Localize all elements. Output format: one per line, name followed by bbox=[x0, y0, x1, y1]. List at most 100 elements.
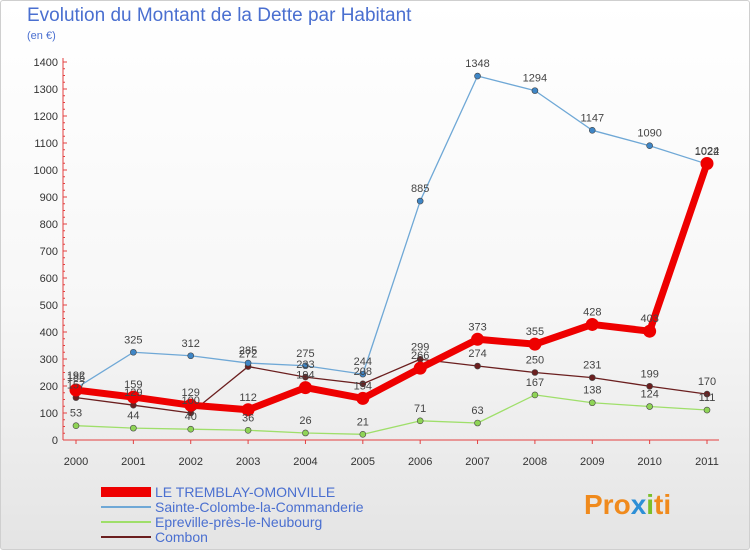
x-tick-label: 2006 bbox=[408, 456, 432, 468]
data-point-epreville-pres-le-neubourg bbox=[244, 426, 252, 434]
x-tick-label: 2008 bbox=[523, 456, 547, 468]
data-label-sainte-colombe-la-commanderie: 325 bbox=[124, 334, 142, 346]
data-label-combon: 250 bbox=[526, 355, 544, 367]
data-label-epreville-pres-le-neubourg: 111 bbox=[699, 392, 716, 404]
data-label-le-tremblay-omonville: 428 bbox=[583, 306, 601, 318]
data-label-epreville-pres-le-neubourg: 63 bbox=[471, 405, 483, 417]
y-tick-label: 700 bbox=[40, 246, 58, 258]
data-label-sainte-colombe-la-commanderie: 312 bbox=[182, 338, 200, 350]
legend-label-epreville: Epreville-près-le-Neubourg bbox=[155, 514, 323, 530]
legend-swatch-tremblay bbox=[101, 487, 151, 497]
data-label-sainte-colombe-la-commanderie: 1348 bbox=[465, 58, 489, 70]
legend-item-combon: Combon bbox=[101, 530, 461, 545]
data-point-sainte-colombe-la-commanderie bbox=[359, 370, 367, 378]
data-label-epreville-pres-le-neubourg: 167 bbox=[526, 377, 544, 389]
data-point-combon bbox=[646, 382, 653, 390]
x-tick-label: 2004 bbox=[293, 456, 317, 468]
data-label-combon: 100 bbox=[182, 395, 200, 407]
data-point-le-tremblay-omonville bbox=[126, 390, 140, 404]
data-label-combon: 199 bbox=[640, 368, 658, 380]
legend-swatch-epreville bbox=[101, 521, 151, 523]
data-label-le-tremblay-omonville: 194 bbox=[296, 370, 314, 382]
data-label-sainte-colombe-la-commanderie: 1090 bbox=[637, 128, 661, 140]
series-line-combon bbox=[75, 358, 708, 414]
data-label-combon: 170 bbox=[698, 376, 716, 388]
data-point-epreville-pres-le-neubourg bbox=[646, 403, 653, 410]
data-label-epreville-pres-le-neubourg: 26 bbox=[299, 415, 311, 427]
data-label-epreville-pres-le-neubourg: 53 bbox=[70, 408, 82, 420]
logo-part-pro: Pro bbox=[584, 489, 631, 520]
data-point-le-tremblay-omonville bbox=[585, 317, 599, 331]
data-point-sainte-colombe-la-commanderie bbox=[244, 359, 252, 367]
data-point-sainte-colombe-la-commanderie bbox=[302, 362, 309, 370]
data-label-sainte-colombe-la-commanderie: 1147 bbox=[580, 112, 604, 124]
x-tick-label: 2009 bbox=[580, 456, 604, 468]
x-tick-label: 2000 bbox=[64, 456, 88, 468]
data-point-sainte-colombe-la-commanderie bbox=[187, 352, 195, 360]
data-point-sainte-colombe-la-commanderie bbox=[130, 348, 137, 356]
data-point-combon bbox=[302, 373, 309, 381]
logo-part-i: i bbox=[646, 489, 655, 520]
data-label-combon: 233 bbox=[296, 359, 314, 371]
data-label-combon: 274 bbox=[468, 348, 486, 360]
legend-swatch-sainte-colombe bbox=[101, 506, 151, 508]
y-tick-label: 100 bbox=[40, 408, 58, 420]
series-line-sainte-colombe-la-commanderie bbox=[75, 75, 708, 389]
data-point-le-tremblay-omonville bbox=[298, 381, 312, 395]
y-tick-label: 1100 bbox=[34, 138, 58, 150]
data-point-combon bbox=[703, 390, 711, 398]
data-label-epreville-pres-le-neubourg: 40 bbox=[185, 411, 197, 423]
series-line-epreville-pres-le-neubourg bbox=[75, 394, 708, 435]
x-tick-label: 2002 bbox=[178, 456, 202, 468]
data-label-le-tremblay-omonville: 129 bbox=[182, 387, 200, 399]
data-point-epreville-pres-le-neubourg bbox=[588, 399, 596, 407]
data-point-sainte-colombe-la-commanderie bbox=[646, 142, 653, 149]
y-tick-label: 500 bbox=[40, 300, 58, 312]
data-label-combon: 231 bbox=[583, 360, 601, 372]
data-point-epreville-pres-le-neubourg bbox=[187, 425, 195, 433]
data-point-le-tremblay-omonville bbox=[528, 337, 542, 351]
data-point-sainte-colombe-la-commanderie bbox=[531, 87, 539, 94]
data-label-sainte-colombe-la-commanderie: 885 bbox=[411, 183, 429, 195]
data-label-le-tremblay-omonville: 185 bbox=[67, 372, 85, 384]
y-tick-label: 800 bbox=[40, 219, 58, 231]
data-label-le-tremblay-omonville: 159 bbox=[124, 379, 142, 391]
x-tick-label: 2011 bbox=[695, 456, 719, 468]
x-tick-label: 2001 bbox=[121, 456, 145, 468]
legend-label-combon: Combon bbox=[155, 529, 208, 545]
data-point-combon bbox=[531, 369, 539, 376]
data-label-combon: 208 bbox=[354, 366, 372, 378]
data-point-le-tremblay-omonville bbox=[356, 391, 370, 405]
data-point-le-tremblay-omonville bbox=[241, 403, 255, 417]
data-label-le-tremblay-omonville: 154 bbox=[354, 380, 372, 392]
data-point-epreville-pres-le-neubourg bbox=[130, 424, 137, 432]
x-tick-label: 2005 bbox=[351, 456, 375, 468]
data-point-combon bbox=[588, 374, 596, 381]
data-point-epreville-pres-le-neubourg bbox=[359, 431, 367, 438]
data-point-sainte-colombe-la-commanderie bbox=[588, 127, 596, 134]
series-line-le-tremblay-omonville bbox=[72, 160, 711, 414]
data-label-le-tremblay-omonville: 266 bbox=[411, 350, 429, 362]
x-tick-label: 2003 bbox=[236, 456, 260, 468]
data-label-combon: 157 bbox=[67, 380, 85, 392]
legend-item-epreville: Epreville-près-le-Neubourg bbox=[101, 515, 461, 530]
data-label-le-tremblay-omonville: 355 bbox=[526, 326, 544, 338]
data-label-epreville-pres-le-neubourg: 44 bbox=[127, 410, 139, 422]
data-point-epreville-pres-le-neubourg bbox=[531, 391, 539, 399]
y-tick-label: 200 bbox=[40, 381, 58, 393]
data-label-epreville-pres-le-neubourg: 36 bbox=[242, 412, 254, 424]
legend-swatch-combon bbox=[101, 536, 151, 538]
data-label-epreville-pres-le-neubourg: 21 bbox=[357, 416, 369, 428]
data-label-sainte-colombe-la-commanderie: 1022 bbox=[695, 146, 719, 158]
y-tick-label: 1200 bbox=[34, 111, 58, 123]
data-point-epreville-pres-le-neubourg bbox=[416, 417, 424, 425]
legend-label-sainte-colombe: Sainte-Colombe-la-Commanderie bbox=[155, 499, 364, 515]
data-label-epreville-pres-le-neubourg: 124 bbox=[640, 389, 658, 401]
legend-item-tremblay: LE TREMBLAY-OMONVILLE bbox=[101, 485, 461, 500]
data-label-epreville-pres-le-neubourg: 71 bbox=[414, 403, 426, 415]
data-point-epreville-pres-le-neubourg bbox=[474, 419, 481, 427]
y-tick-label: 1300 bbox=[34, 84, 58, 96]
data-label-sainte-colombe-la-commanderie: 192 bbox=[67, 370, 85, 382]
y-tick-label: 1400 bbox=[34, 57, 58, 69]
